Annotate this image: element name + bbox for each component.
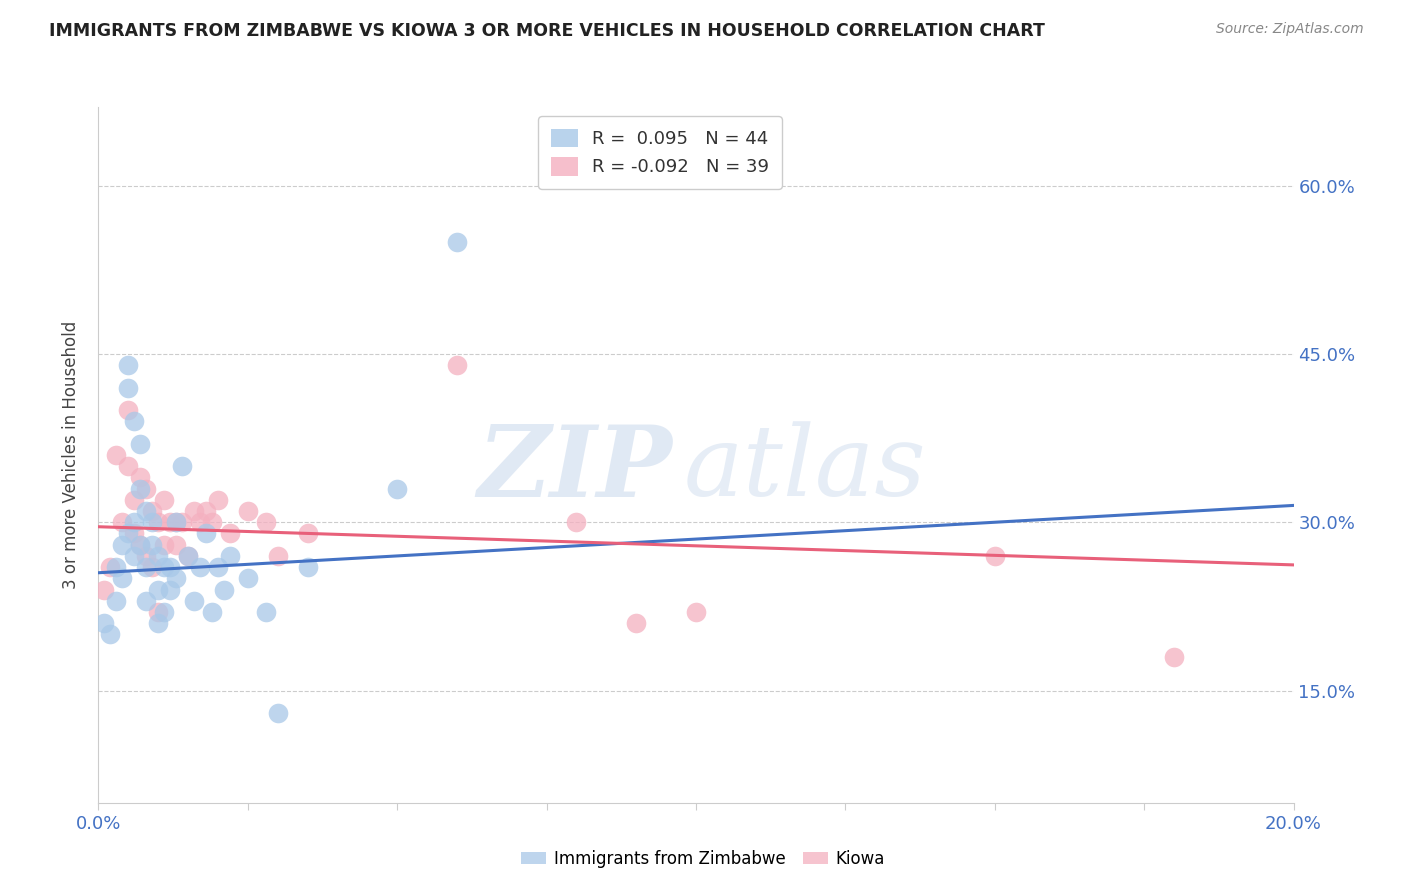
Point — [135, 504, 157, 518]
Point — [135, 594, 157, 608]
Point — [98, 560, 122, 574]
Point — [984, 549, 1007, 563]
Point — [626, 616, 648, 631]
Point — [297, 560, 319, 574]
Point — [267, 706, 290, 720]
Point — [165, 515, 187, 529]
Point — [148, 616, 170, 631]
Point — [177, 549, 200, 563]
Point — [254, 515, 277, 529]
Point — [165, 571, 187, 585]
Point — [129, 482, 152, 496]
Point — [254, 605, 277, 619]
Text: ZIP: ZIP — [477, 421, 672, 517]
Point — [124, 492, 146, 507]
Point — [207, 560, 229, 574]
Point — [236, 504, 259, 518]
Point — [129, 436, 152, 450]
Point — [117, 526, 139, 541]
Point — [219, 526, 242, 541]
Point — [98, 627, 122, 641]
Point — [207, 492, 229, 507]
Text: Source: ZipAtlas.com: Source: ZipAtlas.com — [1216, 22, 1364, 37]
Legend: R =  0.095   N = 44, R = -0.092   N = 39: R = 0.095 N = 44, R = -0.092 N = 39 — [538, 116, 782, 189]
Point — [1163, 649, 1185, 664]
Point — [135, 482, 157, 496]
Point — [188, 515, 211, 529]
Point — [105, 560, 128, 574]
Point — [165, 515, 187, 529]
Point — [212, 582, 235, 597]
Point — [183, 594, 205, 608]
Point — [219, 549, 242, 563]
Point — [111, 515, 134, 529]
Point — [159, 560, 181, 574]
Point — [165, 538, 187, 552]
Point — [446, 235, 468, 249]
Point — [267, 549, 290, 563]
Point — [183, 504, 205, 518]
Point — [124, 549, 146, 563]
Point — [172, 459, 194, 474]
Point — [93, 582, 115, 597]
Point — [195, 526, 218, 541]
Point — [195, 504, 218, 518]
Point — [153, 560, 176, 574]
Point — [201, 515, 224, 529]
Point — [159, 582, 181, 597]
Point — [148, 582, 170, 597]
Point — [105, 594, 128, 608]
Point — [141, 515, 163, 529]
Point — [111, 571, 134, 585]
Point — [129, 470, 152, 484]
Point — [117, 358, 139, 372]
Text: atlas: atlas — [685, 421, 927, 516]
Point — [148, 605, 170, 619]
Point — [297, 526, 319, 541]
Point — [135, 549, 157, 563]
Y-axis label: 3 or more Vehicles in Household: 3 or more Vehicles in Household — [62, 321, 80, 589]
Point — [124, 515, 146, 529]
Point — [177, 549, 200, 563]
Point — [201, 605, 224, 619]
Point — [117, 459, 139, 474]
Point — [117, 403, 139, 417]
Point — [188, 560, 211, 574]
Point — [93, 616, 115, 631]
Point — [124, 414, 146, 428]
Point — [385, 482, 409, 496]
Legend: Immigrants from Zimbabwe, Kiowa: Immigrants from Zimbabwe, Kiowa — [515, 844, 891, 875]
Point — [124, 526, 146, 541]
Point — [565, 515, 588, 529]
Point — [153, 492, 176, 507]
Point — [105, 448, 128, 462]
Point — [148, 549, 170, 563]
Text: IMMIGRANTS FROM ZIMBABWE VS KIOWA 3 OR MORE VEHICLES IN HOUSEHOLD CORRELATION CH: IMMIGRANTS FROM ZIMBABWE VS KIOWA 3 OR M… — [49, 22, 1045, 40]
Point — [141, 538, 163, 552]
Point — [446, 358, 468, 372]
Point — [135, 560, 157, 574]
Point — [129, 538, 152, 552]
Point — [153, 605, 176, 619]
Point — [117, 381, 139, 395]
Point — [236, 571, 259, 585]
Point — [153, 538, 176, 552]
Point — [129, 538, 152, 552]
Point — [159, 515, 181, 529]
Point — [141, 560, 163, 574]
Point — [172, 515, 194, 529]
Point — [141, 504, 163, 518]
Point — [148, 515, 170, 529]
Point — [685, 605, 707, 619]
Point — [111, 538, 134, 552]
